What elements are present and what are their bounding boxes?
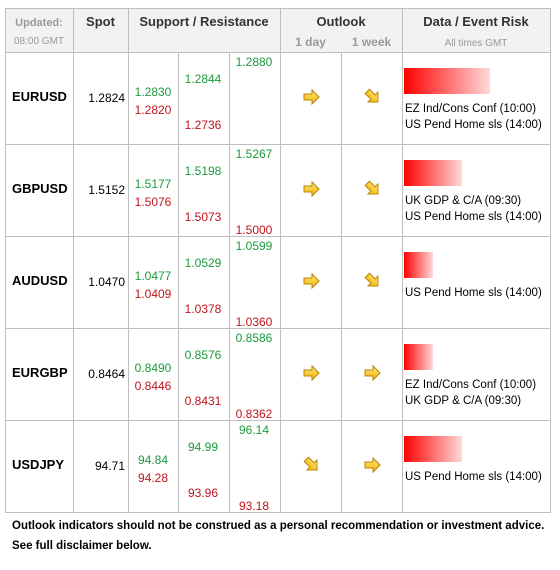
event-item: UK GDP & C/A (09:30) [405,395,522,407]
event-risk-bar [404,160,462,186]
outlook-arrow [364,88,379,103]
support-level: 1.0378 [184,302,222,316]
footer-note: See full disclaimer below. [12,540,152,552]
resistance-level: 0.8586 [235,331,273,345]
support-level: 94.28 [137,471,169,485]
outlook-arrow [303,180,320,198]
support-level: 1.5076 [134,195,172,209]
week-header: 1 week [351,35,392,49]
outlook-arrow [303,364,320,382]
pair-name: EURUSD [12,89,67,104]
support-level: 0.8362 [235,407,273,421]
resistance-level: 1.5177 [134,177,172,191]
support-level: 93.18 [238,499,270,513]
support-level: 1.2736 [184,118,222,132]
events-header: Data / Event Risk [423,14,529,29]
footer-note: Outlook indicators should not be constru… [12,520,545,532]
outlook-arrow [364,272,379,287]
event-risk-bar [404,436,462,462]
events-subheader: All times GMT [444,38,508,49]
event-risk-bar [404,68,490,94]
resistance-level: 94.99 [187,440,219,454]
resistance-level: 1.0599 [235,239,273,253]
outlook-arrow [364,456,381,474]
support-level: 1.5073 [184,210,222,224]
resistance-level: 1.0477 [134,269,172,283]
resistance-level: 1.2880 [235,55,273,69]
table-cell [402,420,551,513]
support-level: 1.2820 [134,103,172,117]
event-item: US Pend Home sls (14:00) [405,287,542,299]
outlook-arrow [303,88,320,106]
updated-label: Updated: [15,17,63,29]
pair-name: AUDUSD [12,273,68,288]
spot-value: 1.0470 [88,275,125,289]
spot-header: Spot [86,14,115,29]
event-item: US Pend Home sls (14:00) [405,119,542,131]
spot-value: 1.2824 [88,91,125,105]
pair-name: GBPUSD [12,181,68,196]
support-level: 1.0360 [235,315,273,329]
support-level: 0.8431 [184,394,222,408]
support-level: 1.0409 [134,287,172,301]
event-risk-bar [404,344,433,370]
outlook-arrow [303,272,320,290]
event-item: EZ Ind/Cons Conf (10:00) [405,379,537,391]
sr-header: Support / Resistance [139,14,269,29]
pair-name: USDJPY [12,457,65,472]
resistance-level: 0.8576 [184,348,222,362]
day-header: 1 day [295,35,326,49]
updated-time: 08:00 GMT [13,36,65,47]
outlook-arrow [364,180,379,195]
table-cell [402,236,551,329]
resistance-level: 94.84 [137,453,169,467]
spot-value: 1.5152 [88,183,125,197]
outlook-header: Outlook [316,14,366,29]
spot-value: 94.71 [94,459,125,473]
pair-name: EURGBP [12,365,68,380]
event-item: US Pend Home sls (14:00) [405,211,542,223]
event-item: US Pend Home sls (14:00) [405,471,542,483]
resistance-level: 0.8490 [134,361,172,375]
event-risk-bar [404,252,433,278]
resistance-level: 96.14 [238,423,270,437]
event-item: EZ Ind/Cons Conf (10:00) [405,103,537,115]
spot-value: 0.8464 [88,367,125,381]
support-level: 1.5000 [235,223,273,237]
outlook-arrow [303,456,318,471]
outlook-arrow [364,364,381,382]
event-item: UK GDP & C/A (09:30) [405,195,522,207]
resistance-level: 1.2844 [184,72,222,86]
header-cell [73,8,129,53]
resistance-level: 1.5198 [184,164,222,178]
support-level: 93.96 [187,486,219,500]
resistance-level: 1.0529 [184,256,222,270]
header-cell [280,8,403,53]
header-cell [5,8,74,53]
resistance-level: 1.5267 [235,147,273,161]
resistance-level: 1.2830 [134,85,172,99]
support-level: 0.8446 [134,379,172,393]
